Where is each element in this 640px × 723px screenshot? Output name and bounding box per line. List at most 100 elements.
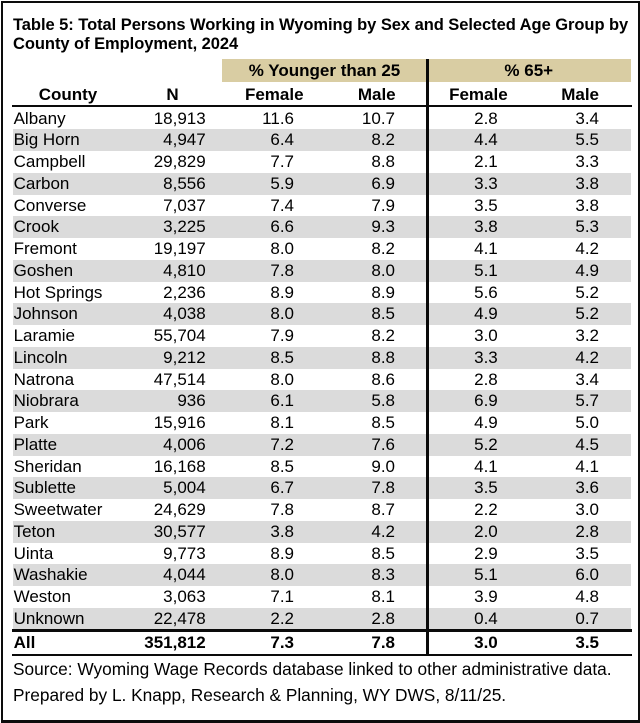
value-cell: 936	[177, 391, 206, 411]
value-cell: 8.9	[270, 282, 294, 302]
value-cell: 55,704	[153, 326, 206, 345]
table-row: Sublette 5,004 6.7 7.8 3.5 3.6	[13, 477, 631, 499]
value-cell: 8.2	[371, 130, 395, 150]
value-cell: 4.9	[474, 413, 498, 432]
county-cell: Johnson	[13, 304, 78, 324]
value-cell: 0.4	[474, 608, 498, 628]
county-cell: Albany	[13, 108, 66, 128]
table-row: Sheridan 16,168 8.5 9.0 4.1 4.1	[13, 456, 631, 478]
value-cell: 7.8	[270, 260, 294, 280]
value-cell: 3.0	[474, 326, 498, 345]
table-row: Park 15,916 8.1 8.5 4.9 5.0	[13, 412, 631, 434]
value-cell: 5.5	[575, 130, 599, 150]
value-cell: 5.6	[474, 282, 498, 302]
value-cell: 7.8	[371, 478, 395, 498]
value-cell: 3.8	[270, 521, 294, 541]
value-cell: 8.3	[371, 565, 395, 585]
table-total-row: All 351,812 7.3 7.8 3.0 3.5	[13, 632, 631, 653]
value-cell: 3.8	[575, 173, 599, 193]
value-cell: 4.9	[474, 304, 498, 324]
county-cell: Goshen	[13, 260, 74, 280]
value-cell: 3.2	[575, 326, 599, 345]
value-cell: 6.1	[270, 391, 294, 411]
value-cell: 7.1	[270, 587, 294, 606]
table-row: Uinta 9,773 8.9 8.5 2.9 3.5	[13, 543, 631, 565]
table-title: Table 5: Total Persons Working in Wyomin…	[13, 16, 633, 54]
value-cell: 8.2	[371, 326, 395, 345]
value-cell: 3.4	[575, 108, 599, 128]
value-cell: 8.9	[371, 282, 395, 302]
county-cell: Platte	[13, 434, 58, 454]
county-cell: Fremont	[13, 239, 77, 258]
county-cell: Hot Springs	[13, 282, 103, 302]
value-cell: 9.0	[371, 456, 395, 476]
value-cell: 22,478	[153, 608, 206, 628]
total-label: All	[13, 633, 36, 653]
value-cell: 8.5	[270, 456, 294, 476]
county-cell: Washakie	[13, 565, 88, 585]
table-row: Carbon 8,556 5.9 6.9 3.3 3.8	[13, 172, 631, 195]
table-row: Natrona 47,514 8.0 8.6 2.8 3.4	[13, 369, 631, 391]
value-cell: 4,006	[163, 434, 206, 454]
value-cell: 47,514	[153, 369, 206, 389]
table-row: Lincoln 9,212 8.5 8.8 3.3 4.2	[13, 346, 631, 369]
value-cell: 8.8	[371, 347, 395, 367]
total-male-65plus: 3.5	[575, 633, 599, 653]
value-cell: 8.0	[270, 304, 294, 324]
county-cell: Laramie	[13, 326, 76, 345]
value-cell: 4,810	[163, 260, 206, 280]
value-cell: 2.9	[474, 543, 498, 563]
value-cell: 5.1	[474, 260, 498, 280]
value-cell: 5.8	[371, 391, 395, 411]
column-header-male-65plus: Male	[561, 85, 600, 104]
value-cell: 29,829	[153, 152, 206, 171]
value-cell: 7,037	[163, 195, 206, 215]
value-cell: 6.0	[575, 565, 599, 585]
value-cell: 7.9	[270, 326, 294, 345]
table-row: Big Horn 4,947 6.4 8.2 4.4 5.5	[13, 129, 631, 151]
county-cell: Campbell	[13, 152, 86, 171]
table-bottom-line	[12, 653, 632, 657]
table-row: Unknown 22,478 2.2 2.8 0.4 0.7	[13, 607, 631, 630]
value-cell: 3.0	[575, 500, 599, 519]
value-cell: 8.8	[371, 152, 395, 171]
county-cell: Lincoln	[13, 347, 68, 367]
value-cell: 3.5	[474, 195, 498, 215]
value-cell: 19,197	[153, 239, 206, 258]
table-row: Johnson 4,038 8.0 8.5 4.9 5.2	[13, 303, 631, 325]
value-cell: 8,556	[163, 173, 206, 193]
value-cell: 5.2	[575, 304, 599, 324]
county-cell: Big Horn	[13, 130, 80, 150]
value-cell: 7.2	[270, 434, 294, 454]
table-body: Albany 18,913 11.6 10.7 2.8 3.4 Big Horn 4,947 6…	[13, 108, 631, 630]
value-cell: 7.8	[270, 500, 294, 519]
value-cell: 7.9	[371, 195, 395, 215]
value-cell: 8.2	[371, 239, 395, 258]
county-cell: Converse	[13, 195, 87, 215]
table-row: Laramie 55,704 7.9 8.2 3.0 3.2	[13, 325, 631, 347]
county-cell: Weston	[13, 587, 71, 606]
county-cell: Carbon	[13, 173, 70, 193]
value-cell: 9,773	[163, 543, 206, 563]
value-cell: 11.6	[262, 108, 294, 128]
value-cell: 16,168	[153, 456, 206, 476]
value-cell: 4,038	[163, 304, 206, 324]
value-cell: 5.1	[474, 565, 498, 585]
value-cell: 2.8	[371, 608, 395, 628]
value-cell: 3.6	[575, 478, 599, 498]
value-cell: 8.1	[270, 413, 294, 432]
value-cell: 8.0	[371, 260, 395, 280]
column-header-female-65plus: Female	[449, 85, 508, 104]
table-row: Hot Springs 2,236 8.9 8.9 5.6 5.2	[13, 282, 631, 304]
group-header-65-plus: % 65+	[504, 61, 554, 80]
value-cell: 24,629	[153, 500, 206, 519]
value-cell: 4.1	[474, 239, 498, 258]
value-cell: 6.4	[270, 130, 294, 150]
value-cell: 6.7	[270, 478, 294, 498]
source-note: Source: Wyoming Wage Records database li…	[13, 657, 637, 708]
prepared-line: Prepared by L. Knapp, Research & Plannin…	[13, 684, 507, 705]
value-cell: 5.0	[575, 413, 599, 432]
value-cell: 6.9	[371, 173, 395, 193]
table-row: Platte 4,006 7.2 7.6 5.2 4.5	[13, 433, 631, 456]
